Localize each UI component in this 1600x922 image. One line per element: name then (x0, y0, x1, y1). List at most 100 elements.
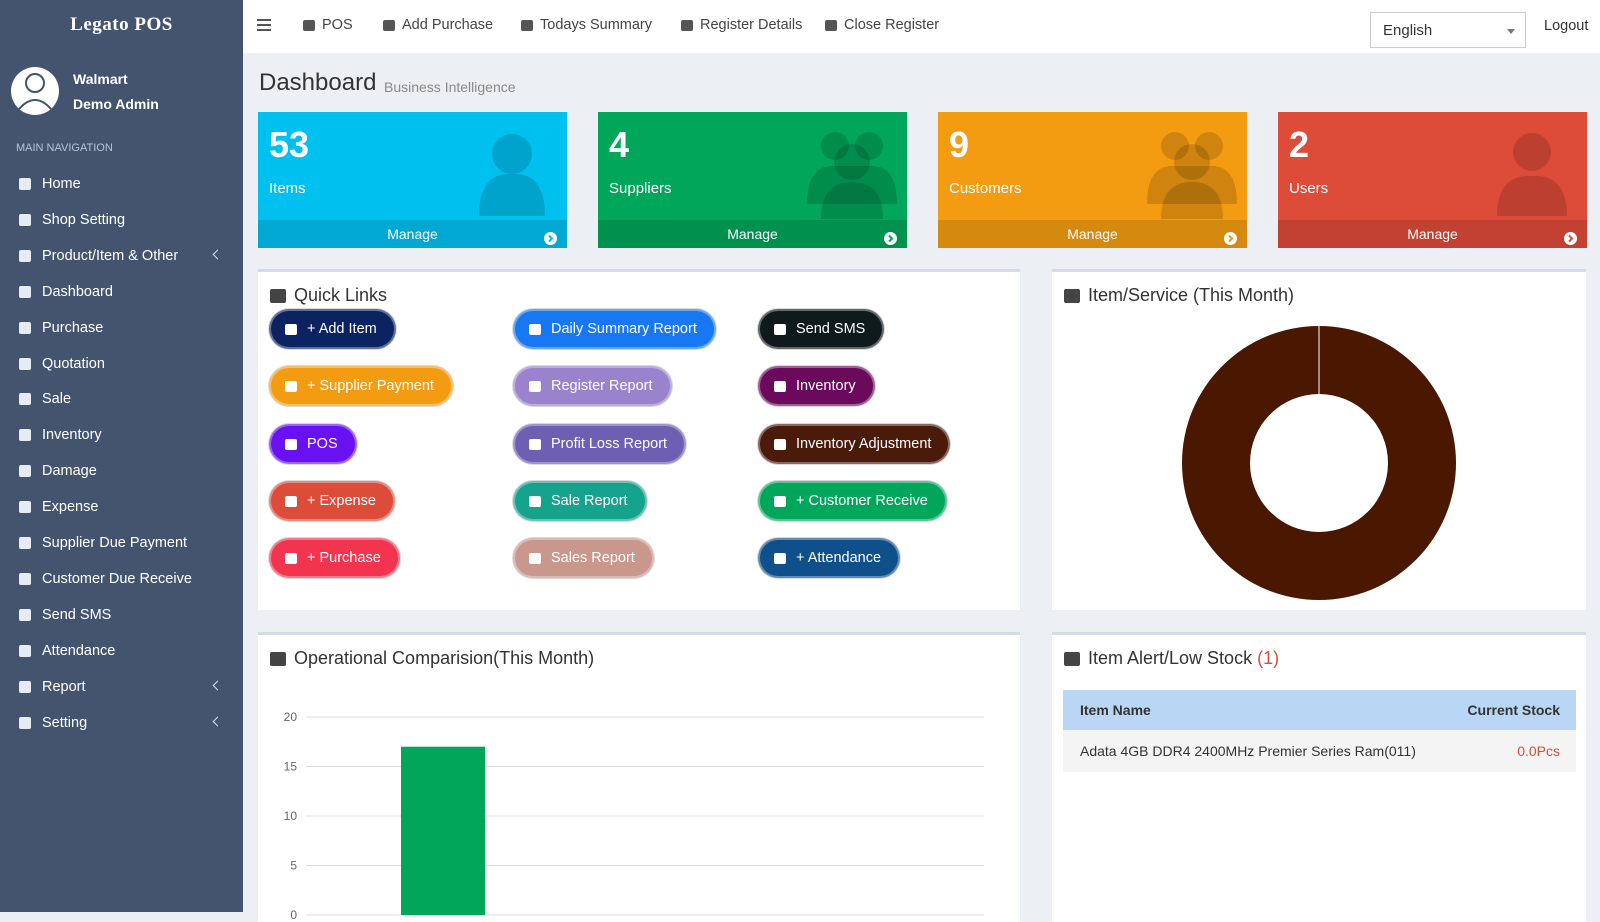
nav-label: Dashboard (42, 283, 113, 300)
stat-value: 4 (609, 124, 630, 165)
stat-box: 53 Items Manage (258, 112, 567, 248)
nav-item[interactable]: Purchase (0, 311, 243, 345)
quick-button[interactable]: Sale Report (513, 481, 647, 521)
top-link[interactable]: Todays Summary (521, 17, 652, 33)
link-label: Add Purchase (402, 17, 494, 33)
quick-button[interactable]: POS (269, 424, 357, 464)
column-header: Item Name (1080, 702, 1151, 718)
bar (401, 746, 485, 915)
nav-item[interactable]: Setting (0, 706, 243, 740)
stat-footer[interactable]: Manage (258, 220, 567, 248)
nav-label: Purchase (42, 319, 104, 336)
arrow-icon (1564, 232, 1577, 245)
nav-label: Attendance (42, 642, 116, 659)
quick-button[interactable]: Send SMS (758, 309, 885, 349)
nav-icon (19, 429, 31, 442)
top-link[interactable]: Add Purchase (383, 17, 493, 33)
user-role: Demo Admin (73, 96, 159, 112)
nav-item[interactable]: Supplier Due Payment (0, 526, 243, 560)
y-tick-label: 10 (284, 809, 298, 823)
link-icon (681, 19, 693, 31)
link-icon (521, 19, 533, 31)
nav-icon (19, 249, 31, 262)
nav-icon (19, 644, 31, 657)
manage-link: Manage (387, 226, 438, 242)
link-label: Todays Summary (540, 17, 653, 33)
button-icon (774, 323, 786, 335)
quick-button[interactable]: + Customer Receive (758, 481, 947, 521)
table-row: Adata 4GB DDR4 2400MHz Premier Series Ra… (1063, 730, 1576, 772)
nav-icon (19, 716, 31, 729)
nav-item[interactable]: Inventory (0, 418, 243, 452)
nav-item[interactable]: Report (0, 670, 243, 704)
nav-item[interactable]: Damage (0, 454, 243, 488)
nav-item[interactable]: Expense (0, 490, 243, 524)
manage-link: Manage (727, 226, 778, 242)
quick-button[interactable]: Inventory (758, 366, 875, 406)
button-icon (774, 438, 786, 450)
nav-item[interactable]: Dashboard (0, 275, 243, 309)
nav-item[interactable]: Attendance (0, 634, 243, 668)
box-title: Operational Comparision(This Month) (294, 648, 595, 668)
quick-button[interactable]: Register Report (513, 366, 672, 406)
button-label: + Attendance (796, 550, 882, 566)
low-stock-table: Item Name Current Stock Adata 4GB DDR4 240… (1063, 690, 1576, 772)
nav-item[interactable]: Product/Item & Other (0, 239, 243, 273)
icon (1064, 289, 1080, 303)
box-title: Item/Service (This Month) (1088, 285, 1295, 305)
nav-label: Customer Due Receive (42, 570, 192, 587)
quick-button[interactable]: + Attendance (758, 538, 901, 578)
topbar: POS Add Purchase Todays Summary Register De… (243, 0, 1600, 53)
pie-slice (1182, 325, 1456, 601)
page-title: Dashboard (259, 69, 377, 96)
quick-button[interactable]: Inventory Adjustment (758, 424, 951, 464)
quick-button[interactable]: + Add Item (269, 309, 396, 349)
logout[interactable]: Logout (1544, 18, 1589, 34)
nav-item[interactable]: Home (0, 167, 243, 201)
nav-item[interactable]: Quotation (0, 347, 243, 381)
stat-value: 2 (1289, 124, 1310, 165)
stat-label: Customers (949, 180, 1022, 197)
link-icon (825, 19, 837, 31)
button-icon (774, 552, 786, 564)
menu-toggle[interactable] (257, 19, 271, 31)
stat-footer[interactable]: Manage (598, 220, 907, 248)
button-label: Inventory (796, 378, 856, 394)
nav-item[interactable]: Sale (0, 382, 243, 416)
stat-footer[interactable]: Manage (938, 220, 1247, 248)
nav-item[interactable]: Send SMS (0, 598, 243, 632)
button-label: Sales Report (551, 550, 635, 566)
button-icon (774, 380, 786, 392)
button-label: Inventory Adjustment (796, 436, 932, 452)
language-select[interactable]: English (1370, 12, 1526, 48)
box-title: Item Alert/Low Stock (1) (1088, 648, 1279, 669)
stat-box: 9 Customers Manage (938, 112, 1247, 248)
button-label: POS (307, 436, 338, 452)
quick-button[interactable]: + Expense (269, 481, 395, 521)
nav-label: Quotation (42, 355, 105, 372)
stat-box: 4 Suppliers Manage (598, 112, 907, 248)
nav-item[interactable]: Customer Due Receive (0, 562, 243, 596)
stat-footer[interactable]: Manage (1278, 220, 1587, 248)
top-link[interactable]: Register Details (681, 17, 802, 33)
stat-label: Suppliers (609, 180, 672, 197)
top-link[interactable]: Close Register (825, 17, 939, 33)
top-link[interactable]: POS (303, 17, 353, 33)
quick-button[interactable]: Sales Report (513, 538, 654, 578)
alert-count: (1) (1257, 648, 1280, 668)
title-text: Item Alert/Low Stock (1088, 648, 1253, 668)
button-icon (529, 380, 541, 392)
nav-icon (19, 321, 31, 334)
quick-button[interactable]: + Purchase (269, 538, 400, 578)
quick-button[interactable]: Daily Summary Report (513, 309, 716, 349)
nav-icon (19, 285, 31, 298)
quick-button[interactable]: Profit Loss Report (513, 424, 687, 464)
stat-label: Items (269, 180, 306, 197)
button-label: Daily Summary Report (551, 321, 697, 337)
nav-item[interactable]: Shop Setting (0, 203, 243, 237)
stat-icon (807, 132, 897, 219)
quick-button[interactable]: + Supplier Payment (269, 366, 453, 406)
button-label: Register Report (551, 378, 653, 394)
button-icon (774, 495, 786, 507)
button-label: Profit Loss Report (551, 436, 668, 452)
